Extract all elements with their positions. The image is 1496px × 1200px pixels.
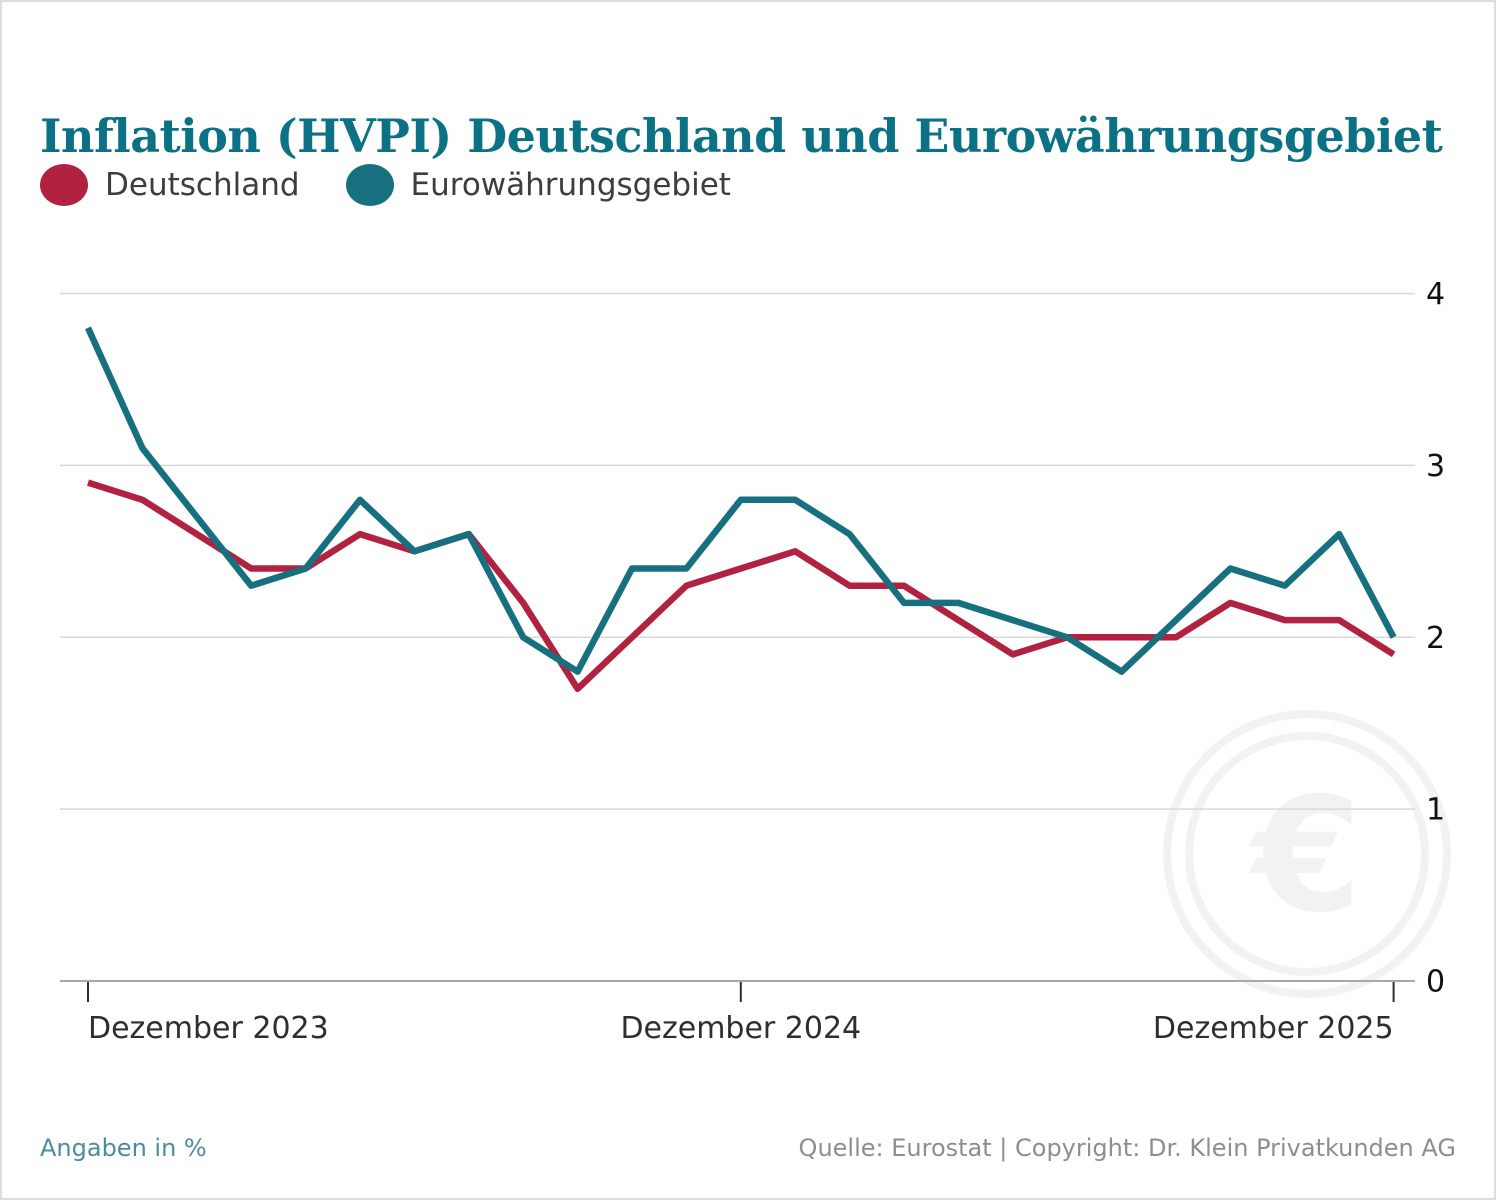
series-line-eurow-hrungsgebiet <box>85 326 1397 675</box>
chart-legend: Deutschland Eurowährungsgebiet <box>40 164 731 206</box>
units-note: Angaben in % <box>40 1134 207 1162</box>
x-axis-label-12: Dezember 2024 <box>620 1011 861 1046</box>
x-axis-label-24: Dezember 2025 <box>1153 1011 1394 1046</box>
x-axis-label-0: Dezember 2023 <box>88 1011 329 1046</box>
y-axis-label-4: 4 <box>1426 277 1445 312</box>
source-copyright-note: Quelle: Eurostat | Copyright: Dr. Klein … <box>798 1134 1456 1162</box>
legend-dot-eurowaehrungsgebiet <box>345 164 394 206</box>
chart-title: Inflation (HVPI) Deutschland und Eurowäh… <box>40 108 1443 163</box>
y-axis-label-1: 1 <box>1426 793 1445 828</box>
watermark-inner-circle <box>1185 732 1429 976</box>
series-line-deutschland <box>87 479 1396 693</box>
legend-item-deutschland: Deutschland <box>40 164 300 206</box>
y-axis-label-3: 3 <box>1426 449 1445 484</box>
legend-label-deutschland: Deutschland <box>105 167 300 203</box>
legend-label-eurowaehrungsgebiet: Eurowährungsgebiet <box>410 167 731 203</box>
chart-footer: Angaben in % Quelle: Eurostat | Copyrigh… <box>40 1134 1456 1162</box>
watermark-outer-circle <box>1163 710 1451 998</box>
y-axis-label-2: 2 <box>1426 621 1445 656</box>
y-axis-label-0: 0 <box>1426 965 1445 1000</box>
legend-item-eurowaehrungsgebiet: Eurowährungsgebiet <box>345 164 731 206</box>
euro-watermark-icon: € <box>1248 764 1362 948</box>
legend-dot-deutschland <box>40 164 88 206</box>
